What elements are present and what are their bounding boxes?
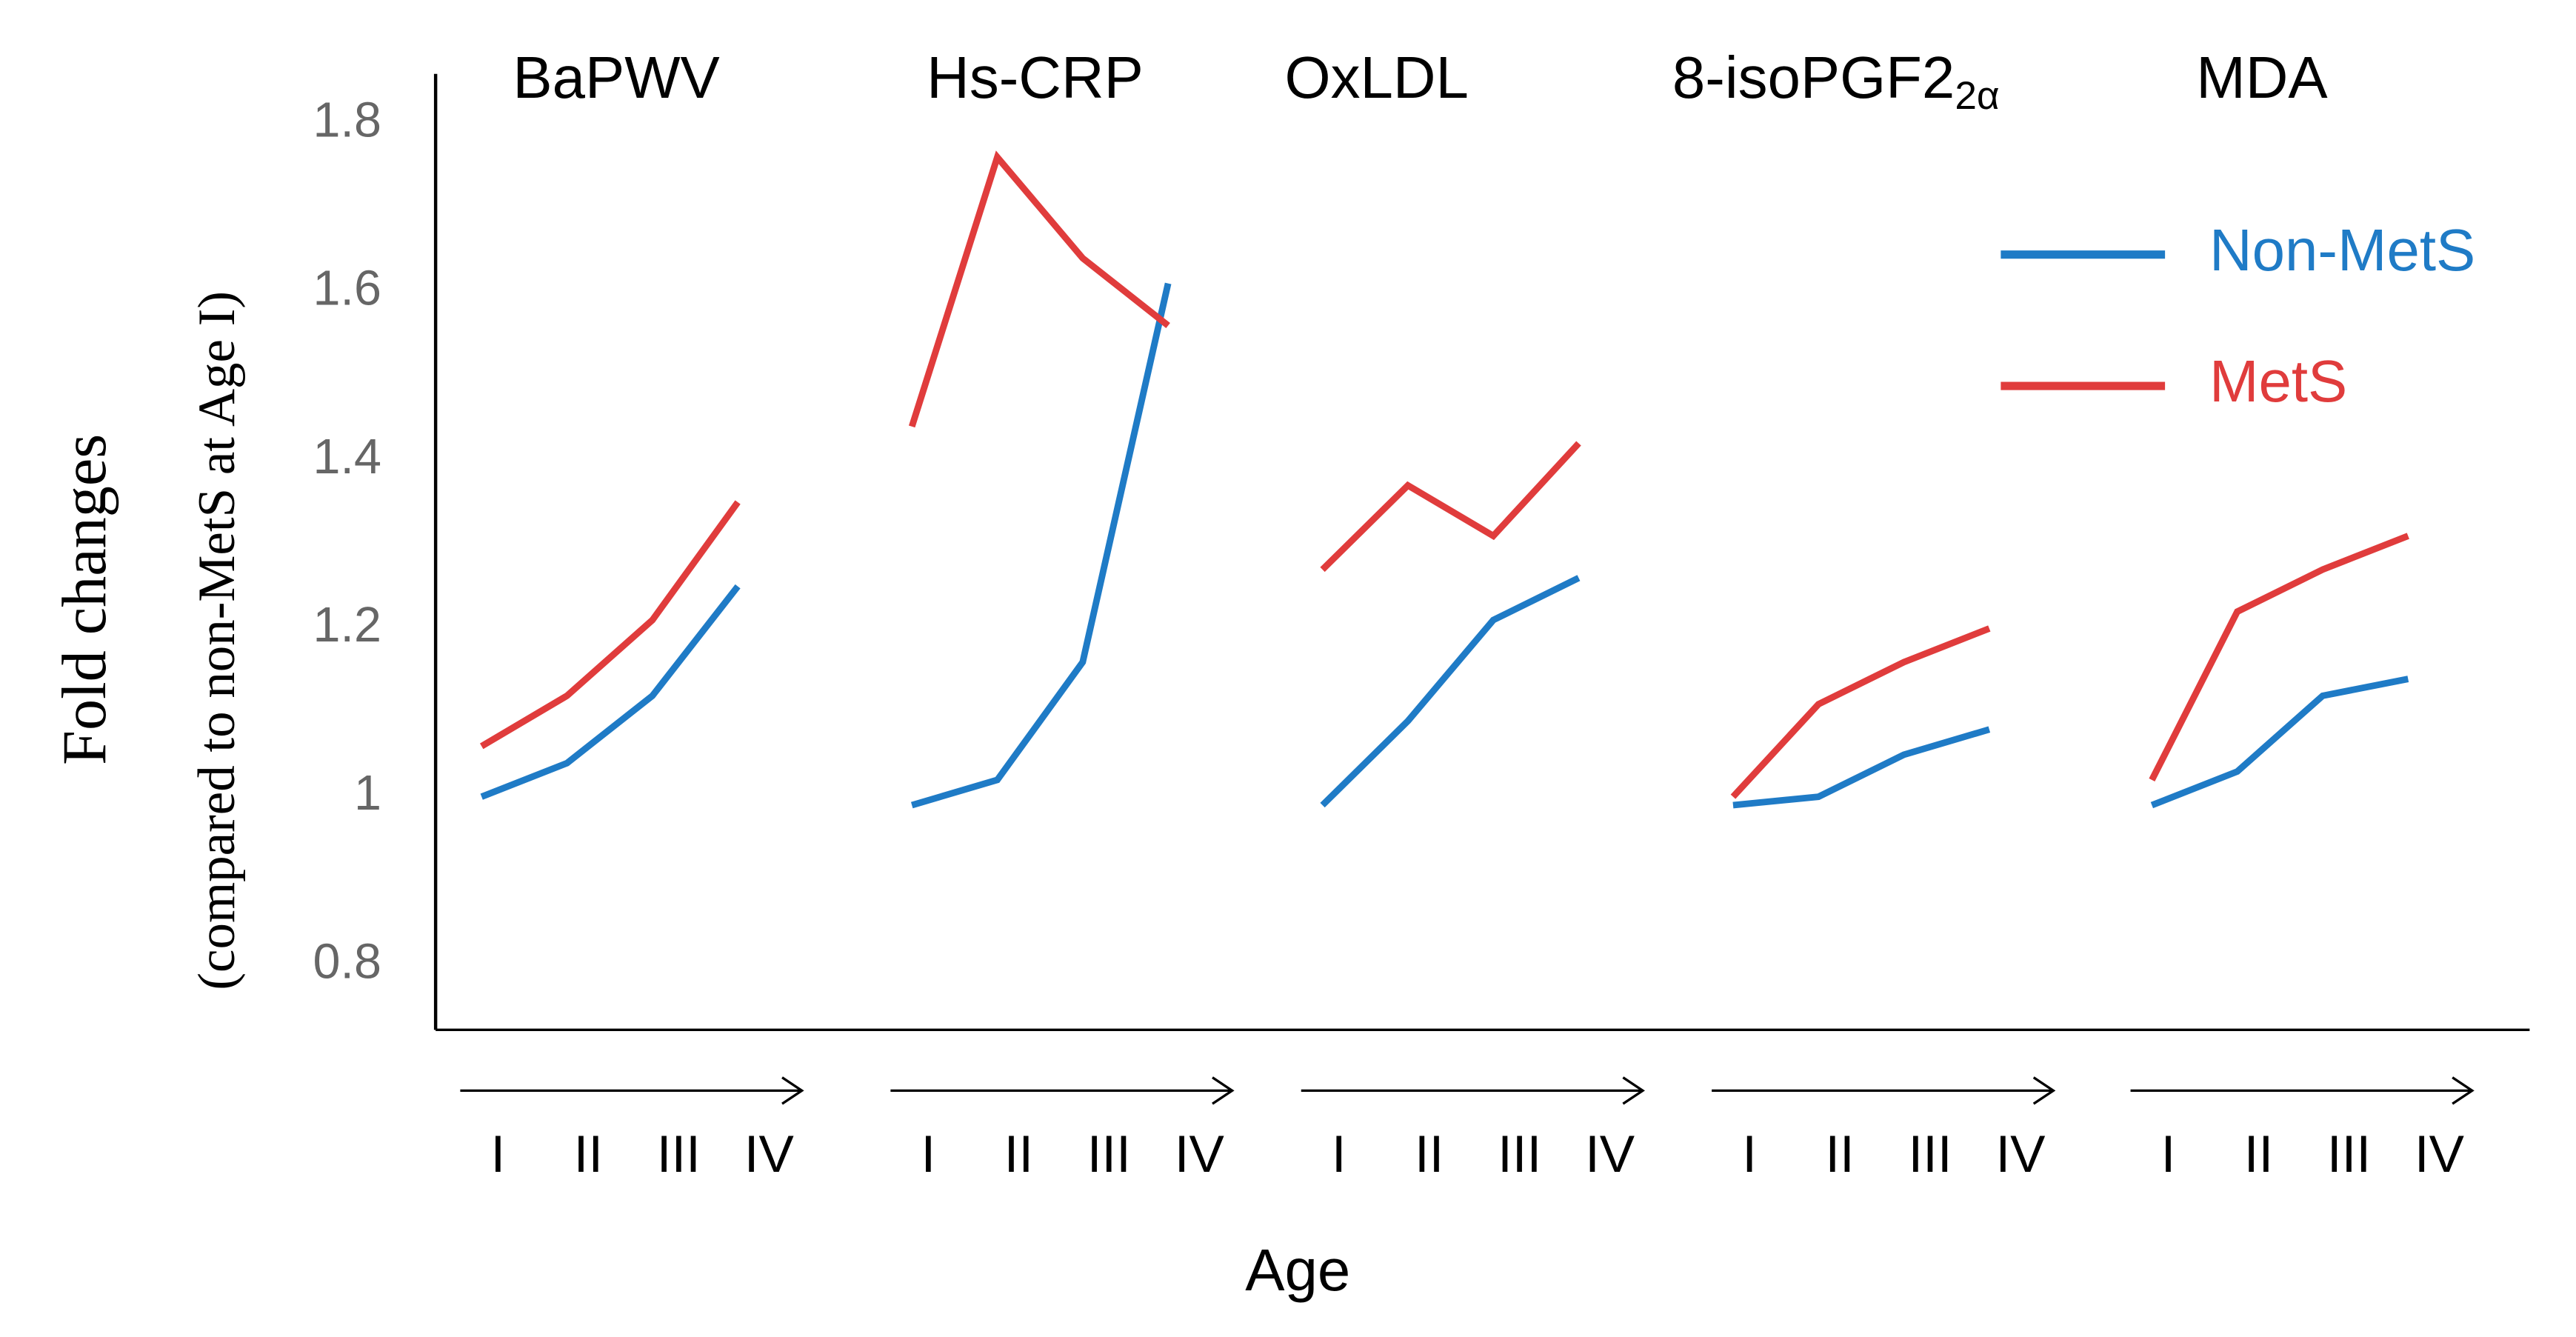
panel-title-text: 8-isoPGF2 [1672, 44, 1955, 110]
x-tick-label: II [1004, 1125, 1033, 1184]
age-arrow-head [2452, 1076, 2475, 1105]
x-tick-label: III [1087, 1125, 1131, 1184]
series-line [2150, 676, 2409, 809]
x-tick-label: II [2244, 1125, 2273, 1184]
x-tick-label: III [2327, 1125, 2371, 1184]
panel-title-text: MDA [2196, 44, 2328, 110]
series-line [908, 150, 1170, 428]
x-tick-label: I [921, 1125, 936, 1184]
y-tick-label: 0.8 [313, 934, 381, 989]
y-tick-label: 1.6 [313, 261, 381, 316]
series-line [2149, 533, 2409, 781]
x-tick-label: IV [744, 1125, 794, 1184]
series-line [1732, 726, 1991, 809]
age-arrow-head [1212, 1076, 1235, 1105]
panel-title-text: Hs-CRP [927, 44, 1144, 110]
series-line [910, 282, 1172, 809]
x-tick-label: IV [2415, 1125, 2464, 1184]
x-tick-label: III [1498, 1125, 1541, 1184]
panel-title-text: BaPWV [513, 44, 719, 110]
x-axis-label: Age [1245, 1237, 1350, 1303]
x-tick-label: III [1908, 1125, 1952, 1184]
y-tick-label: 1.4 [313, 430, 381, 484]
series-line [479, 500, 741, 750]
series-line [1730, 625, 1991, 799]
x-tick-label: I [2161, 1125, 2176, 1184]
panel-title: 8-isoPGF22α [1672, 44, 2000, 118]
age-arrow-head [781, 1076, 804, 1105]
panel-title: Hs-CRP [927, 44, 1144, 110]
x-tick-label: IV [1585, 1125, 1635, 1184]
series-line [1320, 441, 1581, 573]
x-tick-label: IV [1175, 1125, 1224, 1184]
y-tick-label: 1.2 [313, 598, 381, 653]
panel-title: MDA [2196, 44, 2328, 110]
y-axis-label: (compared to non-MetS at Age I) [188, 291, 246, 990]
legend-label: MetS [2209, 348, 2347, 414]
x-tick-label: I [491, 1125, 506, 1184]
x-tick-label: II [1825, 1125, 1854, 1184]
legend-label: Non-MetS [2209, 217, 2475, 283]
y-tick-label: 1.8 [313, 93, 381, 147]
y-axis-label: Fold changes [50, 434, 119, 765]
x-tick-label: II [1415, 1125, 1444, 1184]
y-tick-label: 1 [354, 766, 381, 821]
x-tick-label: IV [1995, 1125, 2045, 1184]
x-tick-label: II [574, 1125, 603, 1184]
x-tick-label: III [657, 1125, 701, 1184]
x-tick-label: I [1332, 1125, 1347, 1184]
panel-title-text: OxLDL [1285, 44, 1469, 110]
age-arrow-head [2032, 1076, 2056, 1105]
x-tick-label: I [1742, 1125, 1757, 1184]
age-arrow-head [1622, 1076, 1645, 1105]
series-line [1320, 575, 1581, 808]
panel-title-subscript: 2α [1955, 74, 1999, 118]
series-line [480, 584, 741, 800]
panel-title: BaPWV [513, 44, 719, 110]
panel-title: OxLDL [1285, 44, 1469, 110]
